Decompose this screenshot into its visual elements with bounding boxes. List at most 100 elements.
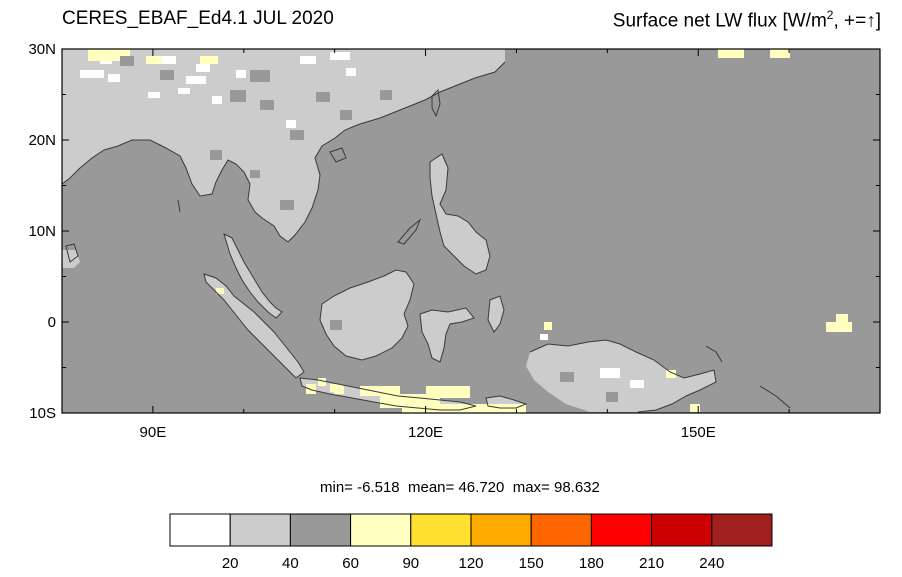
white-patch	[300, 56, 316, 64]
lon-tick-label: 120E	[408, 424, 443, 441]
colorbar-box	[711, 513, 773, 547]
yellow-patch	[426, 386, 470, 398]
yellow-patch	[216, 288, 224, 294]
lat-tick-label: 10S	[29, 405, 56, 422]
yellow-patch	[306, 384, 316, 394]
colorbar-box	[410, 513, 472, 547]
white-patch	[236, 70, 246, 78]
up-arrow-icon: ↑	[866, 10, 876, 32]
land-philippines	[430, 154, 490, 274]
dark-cell	[330, 320, 342, 330]
coast-indochina	[62, 61, 506, 243]
colorbar-label: 40	[282, 555, 299, 572]
dark-cell	[380, 90, 392, 100]
stats-mean-value: 46.720	[458, 479, 505, 496]
dark-cell	[270, 260, 280, 270]
colorbar-label: 60	[342, 555, 359, 572]
colorbar-label: 210	[639, 555, 664, 572]
lat-tick-labels: 30N 20N 10N 0 10S	[28, 41, 56, 422]
dark-cell	[250, 70, 270, 82]
lat-tick-label: 20N	[28, 132, 56, 149]
coast-java	[299, 377, 477, 411]
colorbar-label: 240	[699, 555, 724, 572]
dark-cell	[460, 340, 470, 348]
variable-title-mid: , +=	[833, 10, 867, 32]
white-patch	[600, 368, 620, 378]
coast-new-britain	[705, 345, 723, 363]
stats-min-label: min=	[320, 479, 353, 496]
yellow-patch	[770, 49, 790, 58]
coast-timor	[485, 395, 528, 409]
colorbar-label: 20	[222, 555, 239, 572]
yellow-patch	[826, 322, 852, 332]
dark-cell	[606, 392, 618, 402]
coast-sri-lanka	[65, 243, 79, 263]
patch-layer	[80, 49, 852, 413]
colorbar-label: 150	[519, 555, 544, 572]
land-new-guinea	[526, 340, 716, 412]
white-patch	[108, 74, 120, 82]
yellow-patch	[318, 378, 326, 386]
coast-andaman	[177, 199, 181, 213]
coast-sumatra	[203, 273, 305, 379]
white-patch	[346, 68, 356, 76]
white-patch	[330, 52, 350, 60]
dark-cell	[290, 130, 304, 140]
colorbar	[169, 513, 773, 547]
land-layer	[62, 49, 716, 412]
lon-tick-label: 90E	[140, 424, 167, 441]
colorbar-box	[289, 513, 352, 547]
stats-mean-label: mean=	[408, 479, 455, 496]
coast-solomon	[759, 385, 791, 409]
white-patch	[630, 380, 644, 388]
colorbar-label: 90	[402, 555, 419, 572]
coast-palawan	[397, 218, 422, 245]
white-patch	[196, 64, 210, 72]
yellow-patch	[88, 49, 130, 61]
lat-tick-label: 30N	[28, 41, 56, 58]
stats-min-value: -6.518	[357, 479, 400, 496]
lon-tick-label: 150E	[681, 424, 716, 441]
white-patch	[540, 334, 548, 340]
map-title: CERES_EBAF_Ed4.1 JUL 2020	[62, 8, 334, 29]
axis-ticks	[61, 48, 881, 414]
yellow-patch	[836, 314, 848, 322]
lon-tick-labels: 90E 120E 150E	[140, 424, 716, 441]
white-patch	[286, 120, 296, 128]
land-sumatra	[204, 274, 304, 378]
land-sulawesi	[420, 308, 474, 362]
land-malay-peninsula	[224, 234, 282, 318]
yellow-patch	[718, 49, 744, 58]
dark-cell	[230, 90, 246, 102]
variable-title-end: ]	[875, 10, 881, 32]
white-patch	[212, 96, 222, 104]
white-patch	[178, 88, 190, 94]
stats-max-label: max=	[512, 479, 550, 496]
coastlines	[62, 61, 791, 413]
coast-hainan	[329, 147, 347, 163]
coast-new-guinea	[529, 339, 717, 413]
dark-cell	[560, 372, 574, 382]
colorbar-labels: 20 40 60 90 120 150 180 210 240	[222, 555, 724, 572]
variable-title-sup: 2	[826, 8, 834, 22]
land-borneo	[320, 270, 414, 360]
dark-cell	[250, 170, 260, 178]
dark-cell	[440, 260, 450, 270]
white-patch	[148, 92, 160, 98]
lat-tick-label: 0	[48, 314, 56, 331]
stats-max-value: 98.632	[553, 479, 600, 496]
white-patch	[160, 56, 176, 64]
coast-malay-peninsula	[223, 233, 283, 319]
dark-cell	[120, 56, 134, 66]
yellow-patch	[200, 56, 218, 64]
colorbar-box	[590, 513, 653, 547]
yellow-patch	[402, 404, 492, 413]
colorbar-box	[530, 513, 592, 547]
coast-sulawesi	[419, 307, 475, 363]
dark-cell	[340, 110, 352, 120]
white-patch	[186, 76, 206, 84]
colorbar-box	[169, 513, 231, 547]
colorbar-label: 180	[579, 555, 604, 572]
yellow-patch	[690, 404, 700, 412]
